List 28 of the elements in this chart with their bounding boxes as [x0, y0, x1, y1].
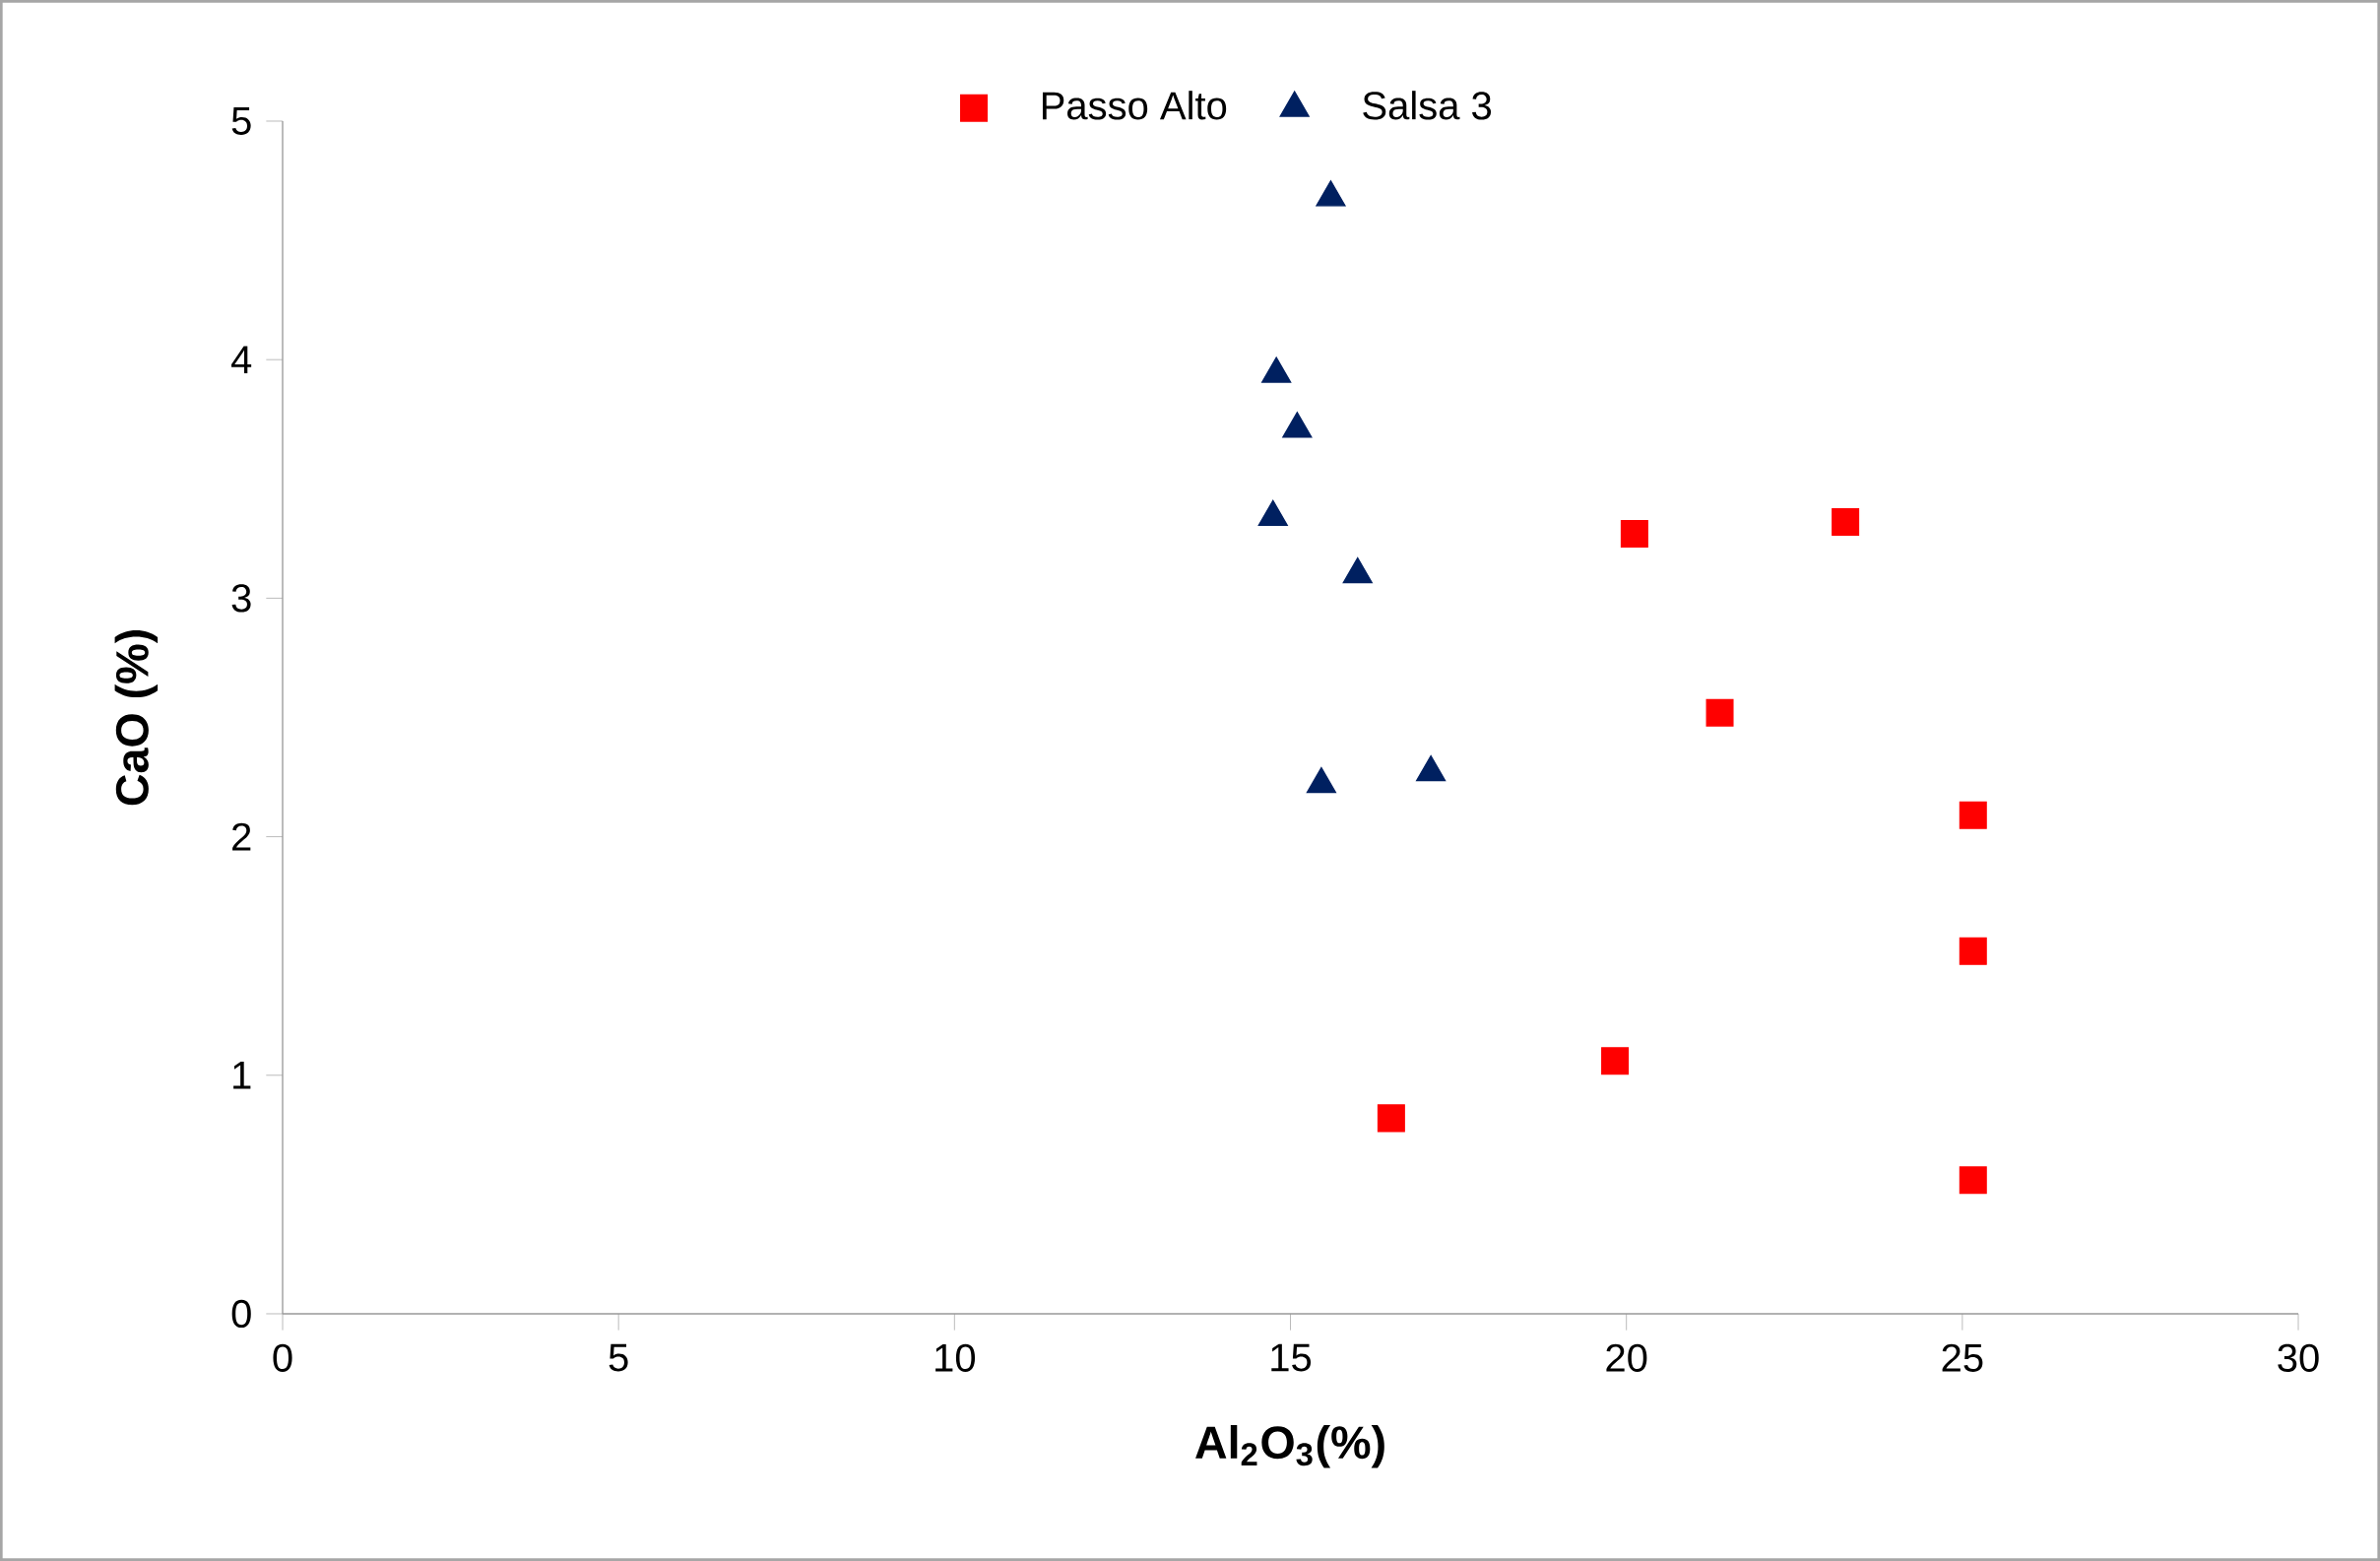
point — [1959, 801, 1987, 829]
x-tick-label: 20 — [1606, 1343, 1647, 1372]
y-tick-label: 0 — [231, 1299, 251, 1329]
y-tick-label: 4 — [231, 346, 252, 373]
y-axis-title: CaO (%) — [114, 630, 159, 806]
point — [1342, 556, 1373, 584]
y-tick-label: 2 — [232, 822, 251, 851]
point — [1959, 937, 1987, 965]
x-axis-title: Al$_{2}$O$_{3}$(%) — [1195, 1424, 1384, 1468]
x-tick-label: 30 — [2278, 1343, 2319, 1372]
point — [1261, 357, 1292, 383]
point — [1377, 1104, 1405, 1133]
x-tick-label: 15 — [1271, 1343, 1312, 1372]
x-tick-label: 0 — [273, 1343, 292, 1372]
y-tick-label: 3 — [231, 584, 251, 613]
x-tick-label: 25 — [1942, 1343, 1983, 1372]
legend-label: Salsa 3 — [1363, 91, 1492, 120]
point — [1316, 180, 1346, 207]
legend-label: Passo Alto — [1042, 91, 1227, 120]
x-tick-label: 10 — [935, 1343, 976, 1372]
point — [1959, 1166, 1987, 1195]
point — [1601, 1047, 1630, 1075]
point — [1257, 499, 1288, 527]
y-tick-label: 5 — [231, 107, 251, 135]
y-tick-label: 1 — [233, 1062, 251, 1089]
point — [1282, 412, 1313, 438]
point — [1705, 698, 1734, 727]
x-tick-label: 5 — [609, 1343, 628, 1372]
